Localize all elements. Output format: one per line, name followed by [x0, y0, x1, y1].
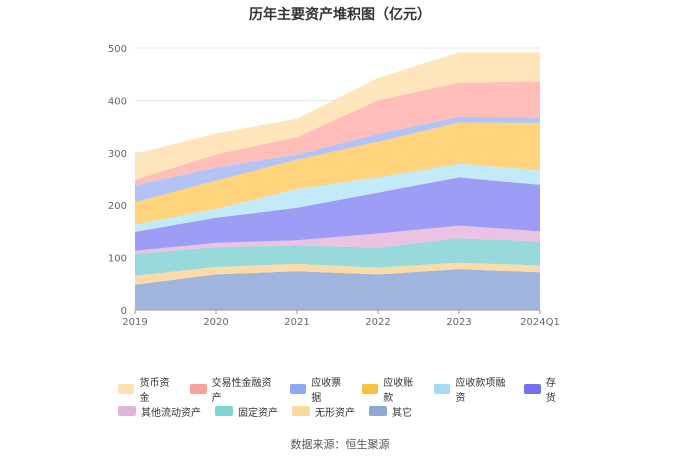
area-series-应收账款 — [135, 122, 540, 225]
area-series-其它 — [135, 269, 540, 310]
area-series-货币资金 — [135, 52, 540, 181]
area-series-无形资产 — [135, 262, 540, 285]
legend-label: 其它 — [392, 407, 412, 419]
x-tick-label: 2024Q1 — [520, 317, 560, 328]
legend-item[interactable]: 其它 — [369, 404, 412, 419]
legend-item[interactable]: 固定资产 — [215, 404, 278, 419]
y-tick-label: 300 — [108, 149, 127, 160]
legend-label: 固定资产 — [238, 407, 278, 419]
y-tick-label: 400 — [108, 96, 127, 107]
legend-swatch — [292, 406, 310, 416]
y-tick-label: 100 — [108, 254, 127, 265]
legend-item[interactable]: 应收票据 — [289, 374, 348, 404]
legend: 货币资金 交易性金融资产 应收票据 应收账款 应收款项融资 存货 其他流动资产 固定资产 无形… — [118, 378, 578, 422]
legend-row: 货币资金 交易性金融资产 应收票据 应收账款 应收款项融资 存货 — [118, 378, 578, 404]
chart-title: 历年主要资产堆积图（亿元） — [249, 7, 431, 23]
legend-swatch — [190, 384, 207, 394]
legend-swatch — [361, 384, 379, 394]
legend-swatch — [215, 406, 233, 416]
legend-label: 存货 — [545, 378, 556, 404]
legend-swatch — [524, 384, 541, 394]
legend-swatch — [369, 406, 387, 416]
legend-label: 应收款项融资 — [455, 378, 506, 404]
legend-swatch — [289, 384, 307, 394]
legend-item[interactable]: 交易性金融资产 — [190, 374, 276, 404]
legend-label: 应收账款 — [383, 378, 414, 404]
y-tick-label: 0 — [121, 306, 127, 317]
legend-swatch — [433, 384, 451, 394]
legend-item[interactable]: 货币资金 — [118, 374, 176, 404]
x-tick-label: 2021 — [284, 317, 309, 328]
legend-label: 应收票据 — [311, 378, 342, 404]
legend-label: 交易性金融资产 — [211, 378, 272, 404]
area-series-交易性金融资产 — [135, 81, 540, 186]
area-series-存货 — [135, 177, 540, 251]
x-tick-label: 2023 — [446, 317, 471, 328]
legend-label: 无形资产 — [315, 407, 355, 419]
area-series-其他流动资产 — [135, 225, 540, 254]
legend-item[interactable]: 其他流动资产 — [118, 404, 201, 419]
legend-label: 货币资金 — [139, 378, 170, 404]
area-series — [135, 52, 540, 310]
x-tick-label: 2019 — [122, 317, 147, 328]
legend-label: 其他流动资产 — [141, 407, 201, 419]
y-tick-label: 500 — [108, 44, 127, 55]
x-tick-label: 2022 — [365, 317, 390, 328]
legend-item[interactable]: 无形资产 — [292, 404, 355, 419]
legend-swatch — [118, 406, 136, 416]
axes: 0 100 200 300 400 500 2019 2020 2021 2022 2023 2024… — [108, 44, 560, 328]
legend-item[interactable]: 应收账款 — [361, 374, 420, 404]
area-series-应收款项融资 — [135, 163, 540, 232]
legend-swatch — [118, 384, 135, 394]
data-source: 数据来源：恒生聚源 — [290, 438, 390, 451]
legend-item[interactable]: 存货 — [524, 374, 564, 404]
legend-row: 其他流动资产 固定资产 无形资产 其它 — [118, 400, 578, 422]
legend-item[interactable]: 应收款项融资 — [433, 374, 510, 404]
y-tick-label: 200 — [108, 201, 127, 212]
area-series-固定资产 — [135, 238, 540, 276]
x-tick-label: 2020 — [203, 317, 228, 328]
